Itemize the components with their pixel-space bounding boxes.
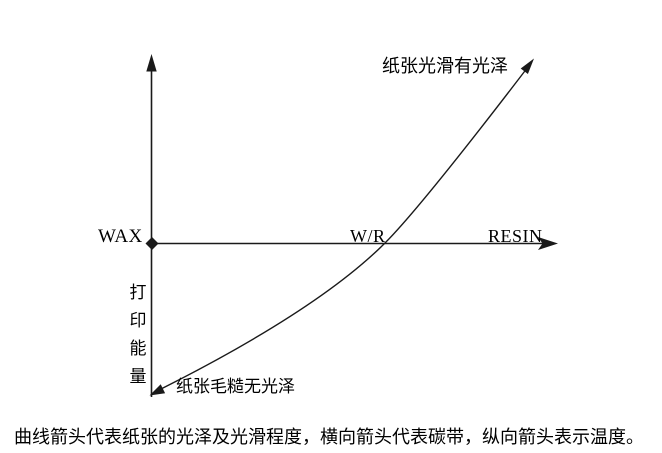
origin-diamond-marker (145, 237, 159, 250)
x-axis-label-wax: WAX (98, 226, 143, 247)
x-axis-right-arrowhead-icon (538, 237, 558, 250)
y-axis-label-char: 能 (129, 339, 147, 358)
y-axis-label-char: 印 (129, 311, 147, 330)
y-axis-label-char: 量 (129, 367, 147, 386)
curve-top-annotation: 纸张光滑有光泽 (382, 56, 508, 76)
curve-bottom-annotation: 纸张毛糙无光泽 (176, 377, 295, 396)
curve-bottom-arrowhead-icon (149, 384, 166, 396)
diagram-caption: 曲线箭头代表纸张的光泽及光滑程度，横向箭头代表碳带，纵向箭头表示温度。 (14, 427, 644, 447)
x-axis-label-wr: W/R (350, 226, 386, 246)
glossiness-curve (154, 62, 532, 393)
y-axis-label-char: 打 (129, 283, 147, 302)
y-axis-label: 打 印 能 量 (128, 279, 148, 391)
y-axis-up-arrowhead-icon (146, 54, 157, 72)
curve-top-arrowhead-icon (520, 58, 534, 74)
x-axis-label-resin: RESIN (488, 226, 543, 246)
